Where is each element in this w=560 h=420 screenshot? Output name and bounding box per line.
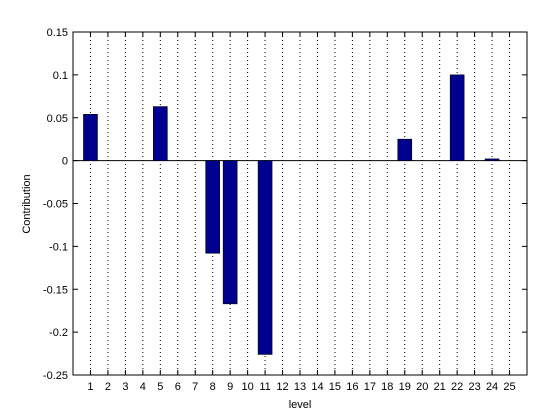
x-tick-label: 3 — [122, 381, 128, 393]
x-tick-label: 6 — [175, 381, 181, 393]
bar-8 — [205, 160, 220, 254]
x-tick-label: 24 — [486, 381, 498, 393]
bar-24 — [484, 158, 500, 161]
x-tick-label: 23 — [468, 381, 480, 393]
y-tick-label: 0.15 — [47, 27, 68, 39]
x-tick-label: 12 — [276, 381, 288, 393]
x-tick-label: 10 — [241, 381, 253, 393]
y-tick-label: -0.05 — [43, 199, 68, 211]
x-tick-label: 16 — [346, 381, 358, 393]
bar-22 — [449, 74, 465, 161]
y-axis-title: Contribution — [21, 174, 33, 233]
x-tick-label: 14 — [311, 381, 323, 393]
x-tick-label: 19 — [399, 381, 411, 393]
x-tick-label: 9 — [227, 381, 233, 393]
y-axis-ticks: -0.25 -0.2 -0.15 -0.1 -0.05 0 0.05 0.1 0.15 — [43, 27, 527, 382]
bar-5 — [153, 106, 168, 161]
bar-1 — [83, 114, 98, 161]
y-tick-label: 0.1 — [53, 70, 68, 82]
y-tick-label: -0.25 — [43, 370, 68, 382]
x-tick-label: 4 — [140, 381, 146, 393]
x-tick-label: 5 — [157, 381, 163, 393]
x-tick-label: 15 — [329, 381, 341, 393]
x-tick-label: 11 — [259, 381, 270, 393]
y-tick-label: -0.1 — [49, 241, 68, 253]
x-tick-label: 2 — [105, 381, 111, 393]
x-tick-label: 7 — [192, 381, 198, 393]
bar-9 — [222, 160, 238, 305]
bars — [83, 74, 500, 355]
y-tick-label: -0.15 — [43, 284, 68, 296]
x-tick-label: 8 — [210, 381, 216, 393]
y-tick-label: 0 — [62, 156, 68, 168]
x-tick-label: 13 — [294, 381, 306, 393]
x-tick-label: 25 — [503, 381, 515, 393]
x-tick-label: 1 — [87, 381, 93, 393]
x-tick-label: 18 — [381, 381, 393, 393]
x-tick-label: 17 — [364, 381, 376, 393]
x-axis-title: level — [289, 399, 312, 411]
bar-19 — [397, 138, 413, 161]
y-tick-label: -0.2 — [49, 327, 68, 339]
x-tick-label: 22 — [451, 381, 463, 393]
x-tick-label: 20 — [416, 381, 428, 393]
x-axis-ticks: 1 2 3 4 5 6 7 8 9 10 11 12 13 14 15 16 17 18 19 20 21 22 23 24 2… — [87, 32, 516, 393]
x-tick-label: 21 — [434, 381, 446, 393]
bar-11 — [257, 160, 273, 355]
y-tick-label: 0.05 — [47, 113, 68, 125]
